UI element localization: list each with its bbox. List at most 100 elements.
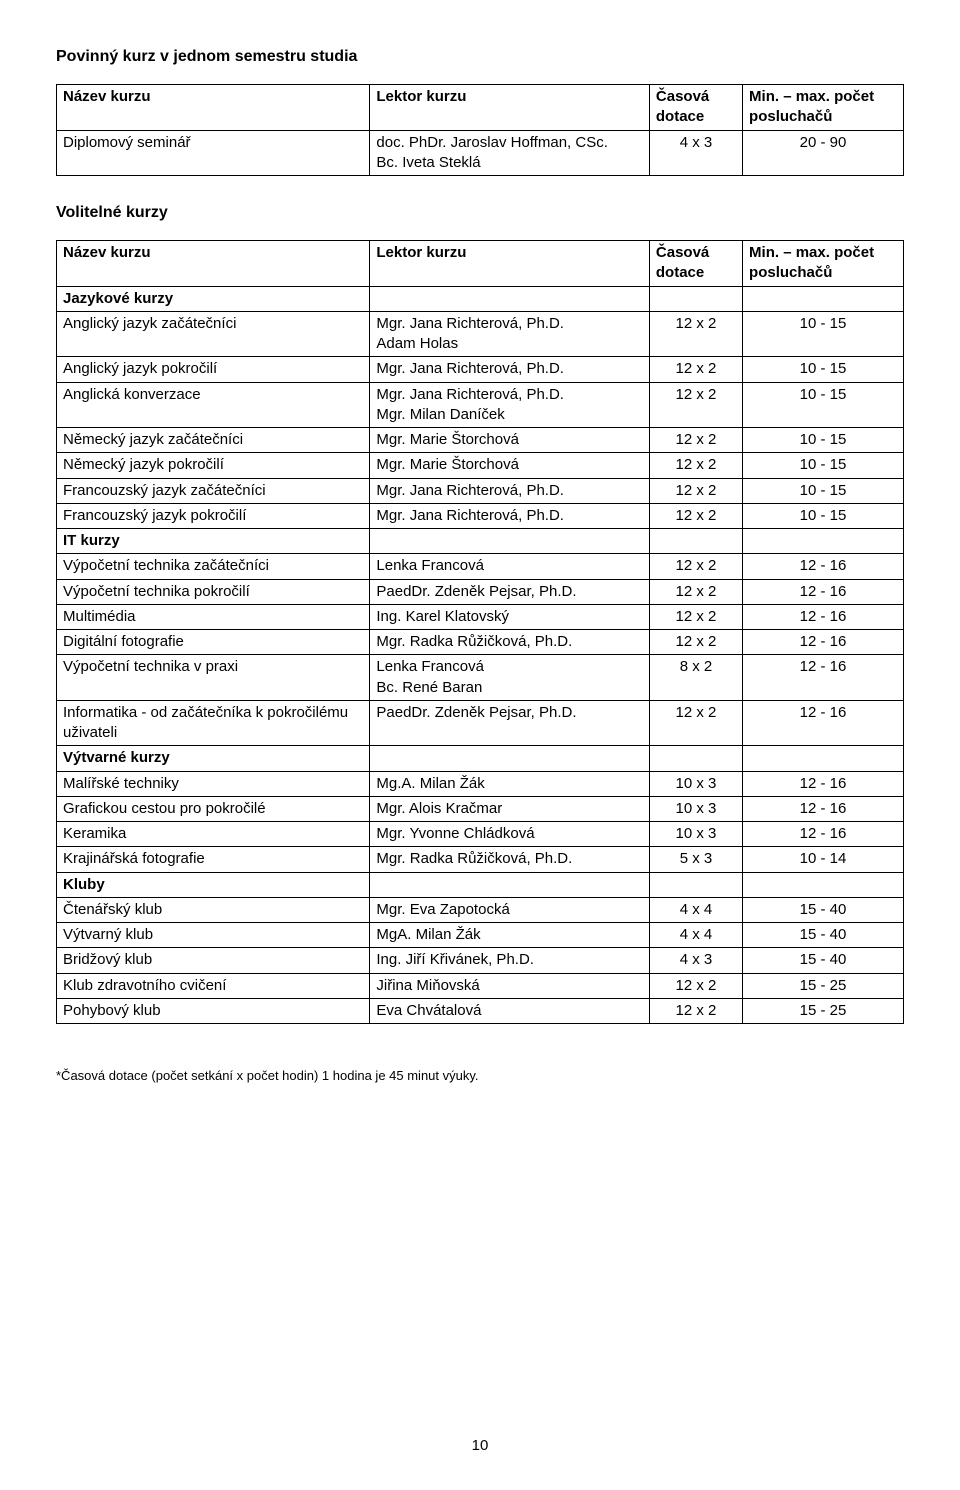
cell-lect: Mg.A. Milan Žák	[370, 771, 650, 796]
empty-cell	[743, 746, 904, 771]
table-row: Francouzský jazyk začátečníciMgr. Jana R…	[57, 478, 904, 503]
table-row: Německý jazyk pokročilíMgr. Marie Štorch…	[57, 453, 904, 478]
cell-cas: 4 x 3	[649, 130, 742, 176]
cell-cas: 12 x 2	[649, 453, 742, 478]
cell-name: Malířské techniky	[57, 771, 370, 796]
cell-min: 15 - 40	[743, 923, 904, 948]
table-row: KeramikaMgr. Yvonne Chládková10 x 312 - …	[57, 822, 904, 847]
cell-lect: Mgr. Jana Richterová, Ph.D.	[370, 357, 650, 382]
cell-lect: Mgr. Eva Zapotocká	[370, 897, 650, 922]
cell-name: Digitální fotografie	[57, 630, 370, 655]
cell-cas: 10 x 3	[649, 771, 742, 796]
section-row: Jazykové kurzy	[57, 286, 904, 311]
cell-lect: Lenka FrancováBc. René Baran	[370, 655, 650, 701]
header-name: Název kurzu	[57, 85, 370, 131]
cell-name: Anglický jazyk začátečníci	[57, 311, 370, 357]
cell-lect: Eva Chvátalová	[370, 998, 650, 1023]
table-row: Grafickou cestou pro pokročiléMgr. Alois…	[57, 796, 904, 821]
cell-lect: Mgr. Yvonne Chládková	[370, 822, 650, 847]
section-row: Výtvarné kurzy	[57, 746, 904, 771]
section-title-cell: Jazykové kurzy	[57, 286, 370, 311]
cell-cas: 10 x 3	[649, 822, 742, 847]
cell-min: 15 - 40	[743, 948, 904, 973]
cell-name: Diplomový seminář	[57, 130, 370, 176]
cell-cas: 12 x 2	[649, 357, 742, 382]
cell-cas: 4 x 4	[649, 897, 742, 922]
table-row: Anglický jazyk pokročilíMgr. Jana Richte…	[57, 357, 904, 382]
cell-min: 12 - 16	[743, 579, 904, 604]
header-cas: Časová dotace	[649, 85, 742, 131]
empty-cell	[743, 529, 904, 554]
empty-cell	[743, 286, 904, 311]
empty-cell	[649, 529, 742, 554]
cell-cas: 12 x 2	[649, 579, 742, 604]
cell-name: Anglický jazyk pokročilí	[57, 357, 370, 382]
cell-name: Výpočetní technika pokročilí	[57, 579, 370, 604]
cell-lect: Mgr. Alois Kračmar	[370, 796, 650, 821]
header-min: Min. – max. počet posluchačů	[743, 85, 904, 131]
cell-lect: Ing. Karel Klatovský	[370, 604, 650, 629]
cell-lect: Jiřina Miňovská	[370, 973, 650, 998]
cell-name: Pohybový klub	[57, 998, 370, 1023]
cell-min: 12 - 16	[743, 630, 904, 655]
empty-cell	[649, 872, 742, 897]
cell-lect: Mgr. Radka Růžičková, Ph.D.	[370, 630, 650, 655]
table-row: Malířské technikyMg.A. Milan Žák10 x 312…	[57, 771, 904, 796]
cell-name: Německý jazyk pokročilí	[57, 453, 370, 478]
table-row: Francouzský jazyk pokročilíMgr. Jana Ric…	[57, 503, 904, 528]
section-row: IT kurzy	[57, 529, 904, 554]
cell-lect: Mgr. Marie Štorchová	[370, 428, 650, 453]
cell-name: Francouzský jazyk pokročilí	[57, 503, 370, 528]
table-row: Krajinářská fotografieMgr. Radka Růžičko…	[57, 847, 904, 872]
cell-name: Francouzský jazyk začátečníci	[57, 478, 370, 503]
section-title-mandatory: Povinný kurz v jednom semestru studia	[56, 48, 904, 66]
cell-cas: 10 x 3	[649, 796, 742, 821]
table-row: Výpočetní technika v praxiLenka Francová…	[57, 655, 904, 701]
cell-name: Výtvarný klub	[57, 923, 370, 948]
cell-cas: 12 x 2	[649, 630, 742, 655]
cell-min: 20 - 90	[743, 130, 904, 176]
cell-lect: PaedDr. Zdeněk Pejsar, Ph.D.	[370, 700, 650, 746]
cell-cas: 12 x 2	[649, 973, 742, 998]
table-row: Digitální fotografieMgr. Radka Růžičková…	[57, 630, 904, 655]
cell-min: 10 - 15	[743, 478, 904, 503]
cell-cas: 12 x 2	[649, 700, 742, 746]
header-name: Název kurzu	[57, 241, 370, 287]
cell-min: 12 - 16	[743, 771, 904, 796]
cell-min: 10 - 14	[743, 847, 904, 872]
cell-name: Anglická konverzace	[57, 382, 370, 428]
empty-cell	[370, 529, 650, 554]
cell-lect: MgA. Milan Žák	[370, 923, 650, 948]
cell-cas: 12 x 2	[649, 428, 742, 453]
section-title-cell: Výtvarné kurzy	[57, 746, 370, 771]
cell-name: Bridžový klub	[57, 948, 370, 973]
table-row: Pohybový klubEva Chvátalová12 x 215 - 25	[57, 998, 904, 1023]
cell-lect: doc. PhDr. Jaroslav Hoffman, CSc.Bc. Ive…	[370, 130, 650, 176]
table-row: Výpočetní technika pokročilíPaedDr. Zden…	[57, 579, 904, 604]
cell-name: Klub zdravotního cvičení	[57, 973, 370, 998]
cell-name: Čtenářský klub	[57, 897, 370, 922]
cell-name: Keramika	[57, 822, 370, 847]
section-title-optional: Volitelné kurzy	[56, 204, 904, 222]
table-row: Anglická konverzaceMgr. Jana Richterová,…	[57, 382, 904, 428]
cell-min: 10 - 15	[743, 453, 904, 478]
cell-lect: Mgr. Marie Štorchová	[370, 453, 650, 478]
cell-min: 12 - 16	[743, 604, 904, 629]
table-header-row: Název kurzu Lektor kurzu Časová dotace M…	[57, 85, 904, 131]
cell-cas: 12 x 2	[649, 998, 742, 1023]
cell-min: 12 - 16	[743, 655, 904, 701]
table-header-row: Název kurzu Lektor kurzu Časová dotace M…	[57, 241, 904, 287]
table-row: MultimédiaIng. Karel Klatovský12 x 212 -…	[57, 604, 904, 629]
table-row: Čtenářský klubMgr. Eva Zapotocká4 x 415 …	[57, 897, 904, 922]
table-row: Německý jazyk začátečníciMgr. Marie Štor…	[57, 428, 904, 453]
cell-min: 10 - 15	[743, 311, 904, 357]
cell-lect: Ing. Jiří Křivánek, Ph.D.	[370, 948, 650, 973]
empty-cell	[370, 872, 650, 897]
cell-min: 10 - 15	[743, 428, 904, 453]
table-row: Anglický jazyk začátečníciMgr. Jana Rich…	[57, 311, 904, 357]
cell-min: 15 - 40	[743, 897, 904, 922]
page-number: 10	[0, 1437, 960, 1454]
table-row: Výpočetní technika začátečníciLenka Fran…	[57, 554, 904, 579]
mandatory-table: Název kurzu Lektor kurzu Časová dotace M…	[56, 84, 904, 176]
cell-cas: 4 x 3	[649, 948, 742, 973]
